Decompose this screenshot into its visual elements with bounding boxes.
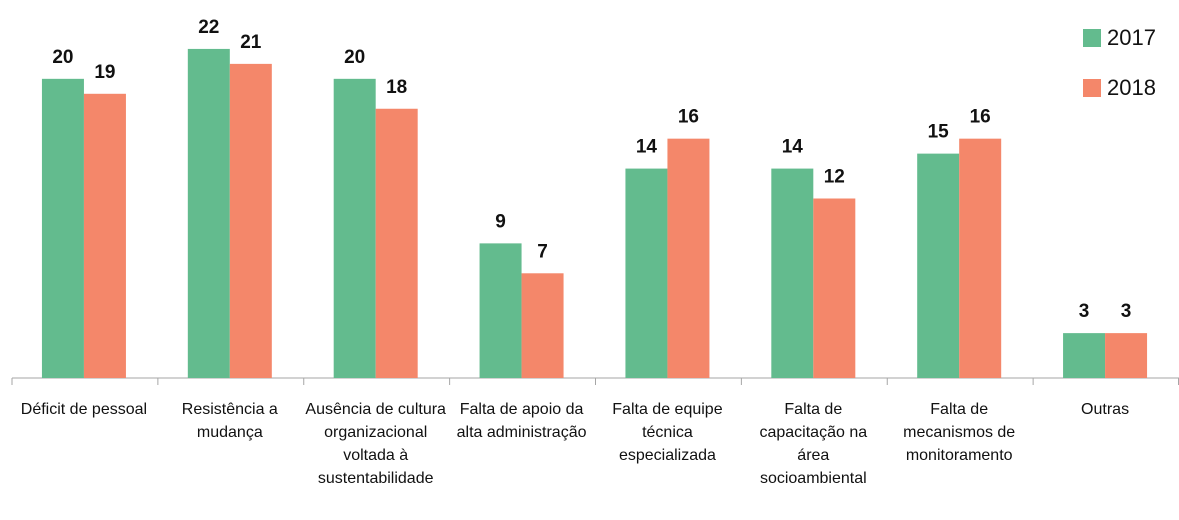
data-label: 14 bbox=[636, 137, 658, 158]
bar bbox=[771, 168, 814, 378]
data-label: 7 bbox=[537, 241, 548, 262]
bar bbox=[625, 168, 668, 378]
data-label: 9 bbox=[495, 211, 506, 232]
x-tick-label: Déficit de pessoal bbox=[20, 401, 148, 418]
bar bbox=[1063, 333, 1106, 378]
data-label: 15 bbox=[928, 122, 950, 143]
legend-swatch bbox=[1083, 79, 1101, 97]
legend-label: 2018 bbox=[1107, 75, 1156, 100]
data-label: 16 bbox=[678, 107, 699, 128]
bar bbox=[41, 78, 84, 378]
bar bbox=[959, 138, 1002, 378]
x-tick-label: Falta de mecanismos de monitoramento bbox=[903, 401, 1016, 464]
bar bbox=[83, 93, 126, 379]
legend-swatch bbox=[1083, 29, 1101, 47]
bar bbox=[667, 138, 710, 378]
bar bbox=[1105, 333, 1148, 378]
bar bbox=[375, 108, 418, 378]
data-label: 20 bbox=[344, 47, 365, 68]
x-tick-label: Falta de apoio da alta administração bbox=[456, 401, 587, 441]
data-label: 14 bbox=[782, 137, 804, 158]
bar bbox=[813, 198, 856, 378]
bar bbox=[479, 243, 522, 378]
data-label: 19 bbox=[94, 62, 115, 83]
x-tick-label: Falta de capacitação na área socioambien… bbox=[759, 401, 868, 487]
data-label: 20 bbox=[52, 47, 73, 68]
bar bbox=[917, 153, 960, 378]
x-tick-label: Ausência de cultura organizacional volta… bbox=[305, 401, 446, 487]
data-label: 18 bbox=[386, 77, 407, 98]
data-label: 3 bbox=[1079, 301, 1090, 322]
x-tick-label: Resistência a mudança bbox=[181, 401, 278, 441]
data-label: 22 bbox=[198, 17, 219, 38]
x-tick-label: Falta de equipe técnica especializada bbox=[612, 401, 723, 464]
legend-label: 2017 bbox=[1107, 25, 1156, 50]
bar bbox=[333, 78, 376, 378]
data-label: 16 bbox=[970, 107, 991, 128]
bar bbox=[521, 273, 564, 378]
data-label: 3 bbox=[1121, 301, 1132, 322]
data-label: 12 bbox=[824, 167, 845, 188]
bar bbox=[229, 63, 272, 378]
data-label: 21 bbox=[240, 32, 262, 53]
bar bbox=[187, 48, 230, 379]
x-tick-label: Outras bbox=[1081, 401, 1130, 418]
